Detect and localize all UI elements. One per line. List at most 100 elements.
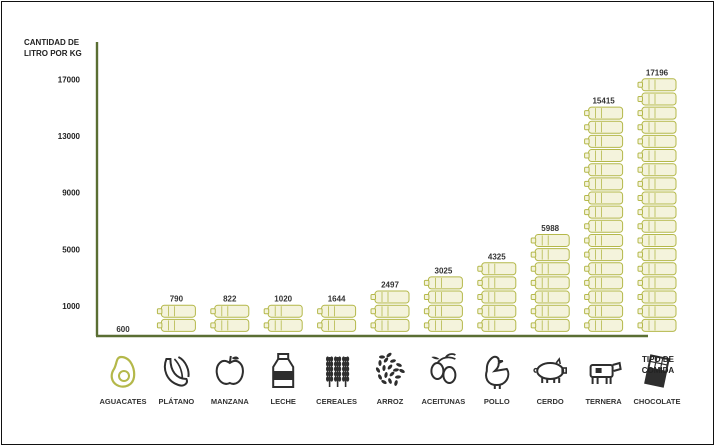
y-axis-ticks: 1000 5000 9000 13000 17000 — [58, 75, 81, 311]
category-label: LECHE — [270, 397, 295, 406]
category-label: CHOCOLATE — [634, 397, 681, 406]
category-label: CEREALES — [316, 397, 357, 406]
bar — [317, 304, 357, 332]
bar — [584, 106, 624, 332]
bottle-icon — [584, 106, 624, 120]
apple-icon — [215, 355, 244, 385]
bottle-icon — [423, 290, 463, 304]
data-label: 5988 — [541, 224, 559, 233]
bottle-icon — [530, 248, 570, 262]
bottle-icon — [477, 262, 517, 276]
bottle-icon — [210, 318, 250, 332]
bottle-icon — [530, 233, 570, 247]
bottle-icon — [530, 276, 570, 290]
bottle-icon — [637, 233, 677, 247]
bottle-icon — [423, 304, 463, 318]
bottle-icon — [584, 318, 624, 332]
data-label: 790 — [170, 295, 184, 304]
bottle-icon — [210, 304, 250, 318]
y-tick-label: 17000 — [58, 75, 81, 84]
data-label: 1644 — [328, 295, 346, 304]
y-tick-label: 13000 — [58, 132, 81, 141]
data-label: 4325 — [488, 252, 506, 261]
bottle-icon — [263, 304, 303, 318]
bottle-icon — [637, 262, 677, 276]
category-label: CERDO — [537, 397, 564, 406]
bottle-icon — [263, 318, 303, 332]
bottle-icon — [584, 219, 624, 233]
bottle-icon — [317, 318, 357, 332]
chicken-icon — [485, 355, 510, 389]
bottle-icon — [530, 262, 570, 276]
bottle-icon — [370, 290, 410, 304]
category-label: TERNERA — [585, 397, 622, 406]
olive-icon — [430, 353, 457, 384]
x-axis-label-line-2: COMIDA — [642, 366, 675, 375]
bottle-icon — [530, 318, 570, 332]
category-label: POLLO — [484, 397, 510, 406]
data-label: 600 — [116, 325, 130, 334]
bottle-icon — [530, 290, 570, 304]
y-axis-label-line-1: CANTIDAD DE — [24, 38, 80, 47]
y-tick-label: 1000 — [62, 302, 80, 311]
bottle-icon — [156, 318, 196, 332]
data-label: 1020 — [274, 295, 292, 304]
bottle-icon — [637, 92, 677, 106]
bottle-icon — [637, 290, 677, 304]
bar — [370, 290, 410, 332]
bottle-icon — [584, 233, 624, 247]
category-labels: AGUACATES PLÁTANO MANZANA LECHE CEREALES ARRO… — [100, 397, 681, 406]
bottle-icon — [423, 318, 463, 332]
bar — [263, 304, 303, 332]
bottle-icon — [584, 120, 624, 134]
category-label: AGUACATES — [100, 397, 147, 406]
bottle-icon — [637, 276, 677, 290]
bottle-icon — [584, 134, 624, 148]
bottle-icon — [637, 120, 677, 134]
bottle-icon — [637, 191, 677, 205]
bottle-icon — [477, 290, 517, 304]
data-label: 3025 — [435, 266, 453, 275]
bottle-icon — [637, 318, 677, 332]
bottle-icon — [637, 304, 677, 318]
bottle-icon — [584, 149, 624, 163]
bar — [423, 276, 463, 332]
pig-icon — [533, 357, 568, 383]
bottle-icon — [584, 248, 624, 262]
data-label: 2497 — [381, 281, 399, 290]
bottle-icon — [317, 304, 357, 318]
bar — [530, 233, 570, 332]
rice-icon — [375, 352, 405, 386]
cow-icon — [589, 361, 622, 384]
bottle-icon — [423, 276, 463, 290]
bottle-icon — [584, 205, 624, 219]
bottle-icon — [370, 318, 410, 332]
bottle-icon — [637, 177, 677, 191]
chocolate-bar-icon — [644, 354, 670, 388]
bottle-icon — [637, 205, 677, 219]
wheat-icon — [326, 356, 350, 387]
bottle-icon — [156, 304, 196, 318]
bottle-icon — [637, 106, 677, 120]
bar — [156, 304, 196, 332]
bottle-icon — [637, 163, 677, 177]
data-label: 17196 — [646, 68, 669, 77]
bottle-icon — [637, 248, 677, 262]
bottle-icon — [584, 177, 624, 191]
category-label: ACEITUNAS — [422, 397, 466, 406]
data-label: 822 — [223, 295, 237, 304]
category-label: ARROZ — [377, 397, 404, 406]
bottle-icon — [477, 276, 517, 290]
category-icons — [110, 352, 670, 389]
bottle-icon — [637, 78, 677, 92]
bottle-icon — [637, 149, 677, 163]
bar — [637, 78, 677, 332]
y-tick-label: 5000 — [62, 245, 80, 254]
bars: 600 790 822 1020 1644 2497 3025 4325 5988 15415 17… — [116, 68, 677, 334]
bottle-icon — [370, 304, 410, 318]
y-axis-label-line-2: LITRO POR KG — [24, 49, 82, 58]
data-label: 15415 — [592, 97, 615, 106]
bottle-icon — [584, 262, 624, 276]
banana-icon — [163, 356, 190, 387]
